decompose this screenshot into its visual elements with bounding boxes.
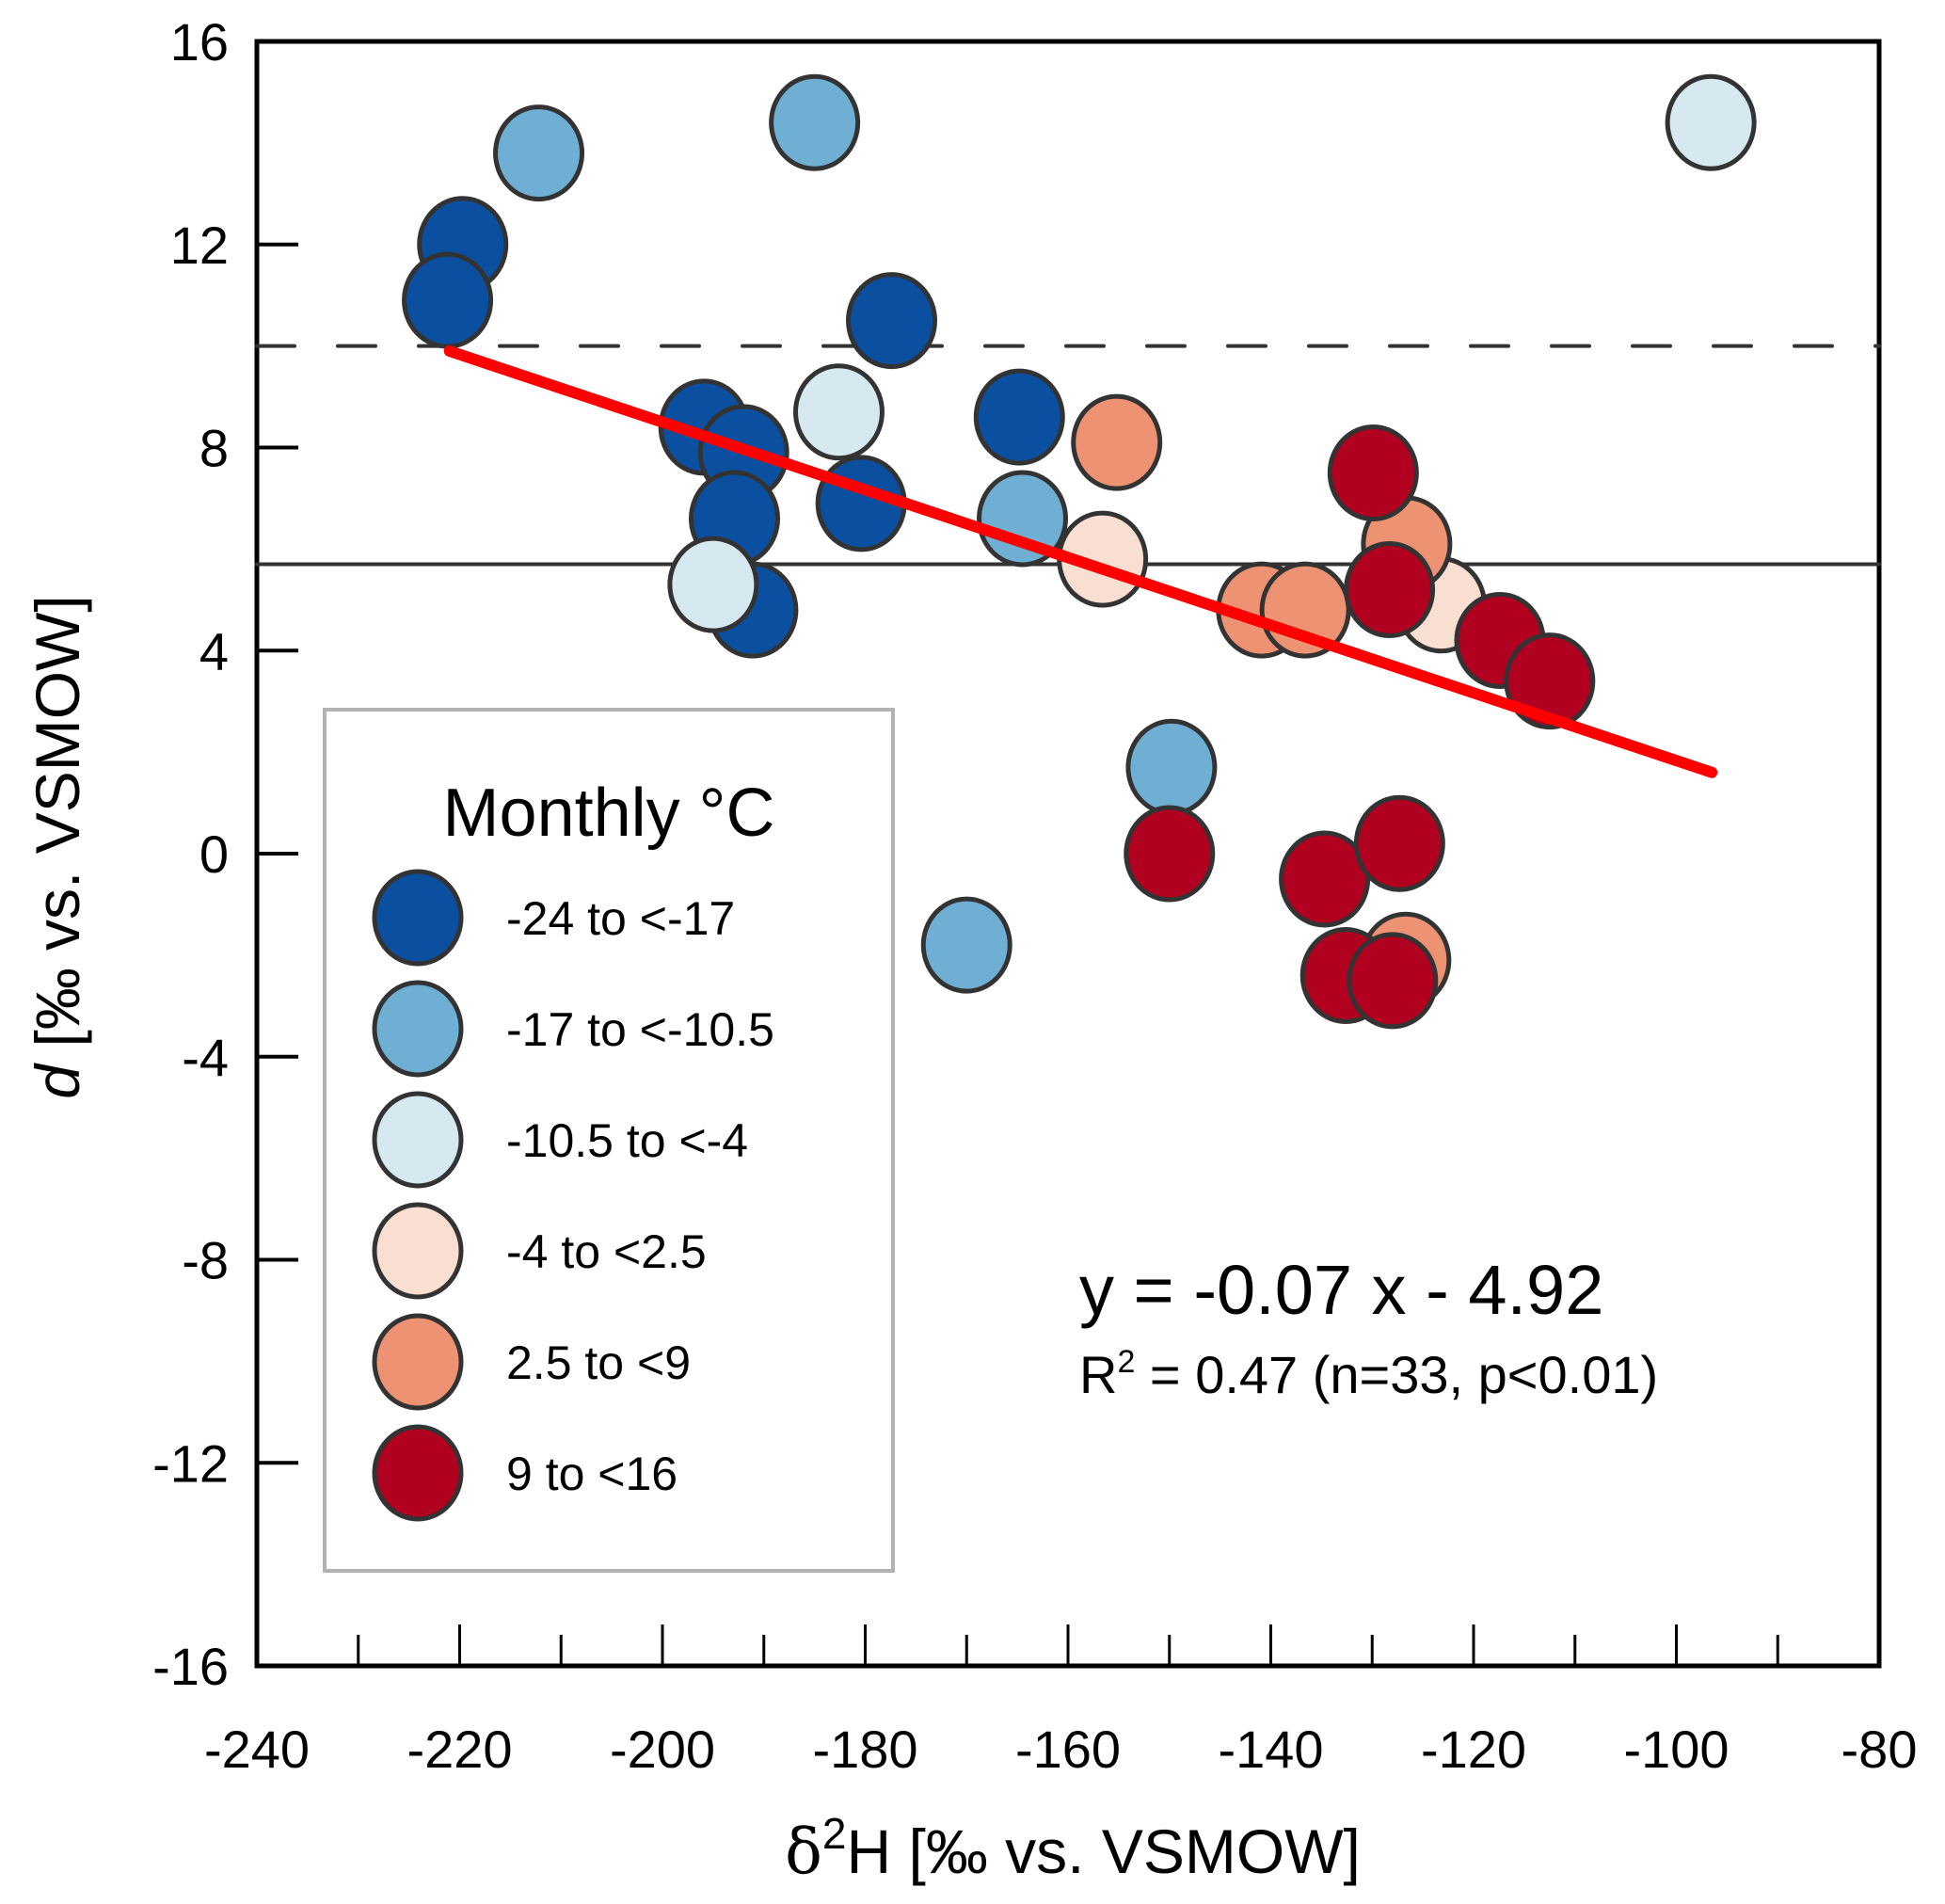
y-axis-title: d [‰ vs. VSMOW] (23, 595, 92, 1098)
x-tick-label: -180 (812, 1720, 917, 1779)
x-axis-title-delta: δ (785, 1816, 822, 1888)
data-point (1279, 830, 1371, 928)
y-axis-title-rest: [‰ vs. VSMOW] (23, 595, 92, 1064)
data-point (977, 470, 1069, 568)
data-point (1124, 805, 1216, 903)
y-tick-label: -8 (182, 1231, 229, 1290)
legend-label: 2.5 to <9 (506, 1336, 691, 1389)
data-point (1347, 932, 1439, 1030)
legend-item: -4 to <2.5 (372, 1202, 707, 1300)
legend-swatch (372, 1424, 464, 1522)
data-point (1504, 632, 1596, 730)
regression-annotation: y = -0.07 x - 4.92 R2 = 0.47 (n=33, p<0.… (1079, 1251, 1658, 1404)
regression-stats: R2 = 0.47 (n=33, p<0.01) (1079, 1344, 1658, 1404)
regression-stats-sup: 2 (1117, 1344, 1135, 1380)
data-point (920, 896, 1012, 994)
axis-tick-labels: -240 -220 -200 -180 -160 -140 -120 -100 -8016128… (152, 12, 1917, 1779)
y-axis-title-italic: d (23, 1063, 92, 1099)
legend-label: -10.5 to <-4 (506, 1114, 748, 1167)
series-6 (1124, 424, 1596, 1030)
legend-label: 9 to <16 (506, 1448, 678, 1500)
regression-equation: y = -0.07 x - 4.92 (1079, 1251, 1603, 1329)
x-tick-label: -160 (1015, 1720, 1121, 1779)
y-tick-label: 16 (170, 12, 229, 72)
legend-label: -24 to <-17 (506, 892, 735, 945)
y-tick-label: -4 (182, 1028, 229, 1087)
data-point (1071, 393, 1163, 491)
y-tick-label: 0 (199, 824, 229, 884)
data-point (846, 272, 938, 370)
data-points (402, 73, 1757, 1030)
regression-stats-prefix: R (1079, 1345, 1117, 1404)
data-point (769, 73, 861, 171)
data-point (973, 368, 1065, 466)
data-point (402, 251, 494, 349)
legend-swatch (372, 980, 464, 1078)
legend-swatch (372, 1091, 464, 1189)
x-tick-label: -220 (407, 1720, 512, 1779)
regression-line (443, 345, 1718, 778)
legend-title: Monthly °C (443, 776, 775, 851)
data-point (1344, 541, 1436, 639)
x-axis-title: δ2H [‰ vs. VSMOW] (785, 1809, 1361, 1888)
legend-label: -17 to <-10.5 (506, 1003, 774, 1056)
data-point (667, 536, 759, 633)
data-point (1125, 718, 1218, 816)
legend: Monthly °C -24 to <-17 -17 to <-10.5 -10.5… (323, 708, 895, 1573)
legend-item: -10.5 to <-4 (372, 1091, 748, 1189)
legend-swatch (372, 869, 464, 967)
legend-item: -24 to <-17 (372, 869, 735, 967)
legend-label: -4 to <2.5 (506, 1225, 707, 1278)
data-point (493, 104, 585, 202)
data-point (1665, 73, 1757, 171)
legend-item: 9 to <16 (372, 1424, 678, 1522)
series-1 (402, 196, 1065, 659)
x-axis-title-rest: H [‰ vs. VSMOW] (847, 1816, 1361, 1886)
data-point (792, 363, 885, 461)
legend-item: -17 to <-10.5 (372, 980, 774, 1078)
x-tick-label: -140 (1218, 1720, 1323, 1779)
y-tick-label: -16 (152, 1637, 229, 1696)
legend-item: 2.5 to <9 (372, 1313, 691, 1411)
x-tick-label: -100 (1623, 1720, 1729, 1779)
y-tick-label: 12 (170, 216, 229, 275)
y-tick-label: 4 (199, 621, 229, 680)
axis-ticks (255, 40, 1881, 1668)
data-point (1327, 424, 1419, 521)
y-tick-label: 8 (199, 419, 229, 478)
legend-items: -24 to <-17 -17 to <-10.5 -10.5 to <-4 -4 t… (372, 869, 774, 1522)
data-point (1353, 794, 1445, 892)
x-tick-label: -80 (1841, 1720, 1918, 1779)
x-tick-label: -240 (204, 1720, 310, 1779)
x-axis-title-sup: 2 (822, 1809, 847, 1858)
x-tick-label: -200 (610, 1720, 715, 1779)
regression-stats-rest: = 0.47 (n=33, p<0.01) (1135, 1345, 1658, 1404)
series-3 (667, 73, 1757, 633)
series-2 (493, 73, 1218, 994)
x-tick-label: -120 (1421, 1720, 1526, 1779)
legend-swatch (372, 1313, 464, 1411)
legend-swatch (372, 1202, 464, 1300)
y-tick-label: -12 (152, 1433, 229, 1493)
